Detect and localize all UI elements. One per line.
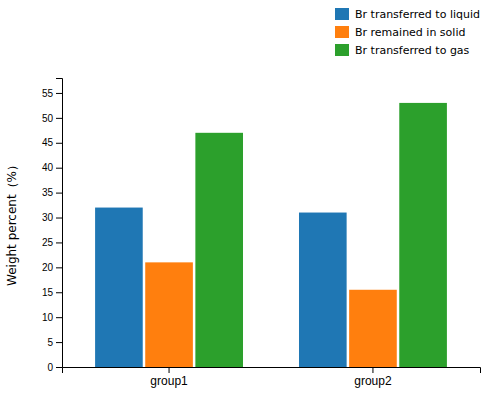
legend-item: Br transferred to gas — [335, 44, 470, 57]
tick: 55 — [42, 88, 62, 99]
x-axis: group1 group2 — [63, 367, 481, 388]
tick-label: 0 — [47, 362, 53, 373]
legend-swatch — [335, 44, 349, 56]
tick-mark — [56, 143, 62, 144]
tick: 35 — [42, 187, 62, 198]
tick-mark — [169, 367, 170, 373]
bar — [95, 208, 143, 367]
tick: 30 — [42, 212, 62, 223]
tick-mark — [56, 292, 62, 293]
y-axis: 0 5 10 15 20 25 30 35 40 45 50 55 — [42, 79, 63, 373]
legend-label: Br transferred to liquid — [355, 8, 480, 21]
plot: 0 5 10 15 20 25 30 35 40 45 50 55 group1 group2 — [42, 79, 481, 388]
bar — [399, 103, 447, 367]
bars — [95, 103, 447, 367]
tick: 10 — [42, 312, 62, 323]
legend-label: Br transferred to gas — [355, 44, 470, 57]
tick-mark — [372, 367, 373, 373]
y-axis-label: Weight percent（%） — [5, 159, 19, 286]
tick-label: 45 — [42, 137, 54, 148]
tick-mark — [56, 193, 62, 194]
bar — [349, 290, 397, 367]
tick: group2 — [354, 367, 392, 388]
tick: 45 — [42, 137, 62, 148]
tick-label: 40 — [42, 162, 54, 173]
tick: 5 — [47, 337, 62, 348]
tick-label: 30 — [42, 212, 54, 223]
axis-line — [63, 368, 481, 374]
tick: 15 — [42, 287, 62, 298]
tick: 40 — [42, 162, 62, 173]
tick: 50 — [42, 113, 62, 124]
tick-label: 10 — [42, 312, 54, 323]
tick-mark — [56, 317, 62, 318]
tick-mark — [56, 267, 62, 268]
tick-mark — [56, 118, 62, 119]
tick-label: 55 — [42, 88, 54, 99]
series — [145, 262, 397, 367]
bar — [145, 262, 193, 367]
tick-mark — [56, 218, 62, 219]
axis-line — [56, 79, 63, 368]
bar — [299, 213, 347, 367]
tick-mark — [56, 168, 62, 169]
legend-label: Br remained in solid — [355, 26, 465, 39]
bar — [195, 133, 243, 367]
tick-label: 20 — [42, 262, 54, 273]
legend-swatch — [335, 8, 349, 20]
legend-item: Br transferred to liquid — [335, 8, 480, 21]
tick-label: 25 — [42, 237, 54, 248]
legend: Br transferred to liquid Br remained in s… — [335, 8, 480, 57]
tick-label: 5 — [47, 337, 53, 348]
tick: 25 — [42, 237, 62, 248]
tick-mark — [56, 93, 62, 94]
tick-label: 50 — [42, 113, 54, 124]
legend-item: Br remained in solid — [335, 26, 465, 39]
tick-label: 15 — [42, 287, 54, 298]
legend-swatch — [335, 26, 349, 38]
tick-mark — [56, 242, 62, 243]
tick-mark — [56, 367, 62, 368]
chart: 0 5 10 15 20 25 30 35 40 45 50 55 group1 group2 Weight… — [0, 0, 500, 407]
tick-label: group1 — [150, 374, 188, 388]
tick-label: group2 — [354, 374, 392, 388]
tick-mark — [56, 342, 62, 343]
tick: 20 — [42, 262, 62, 273]
series — [195, 103, 447, 367]
tick: 0 — [47, 362, 62, 373]
tick-label: 35 — [42, 187, 54, 198]
tick: group1 — [150, 367, 188, 388]
